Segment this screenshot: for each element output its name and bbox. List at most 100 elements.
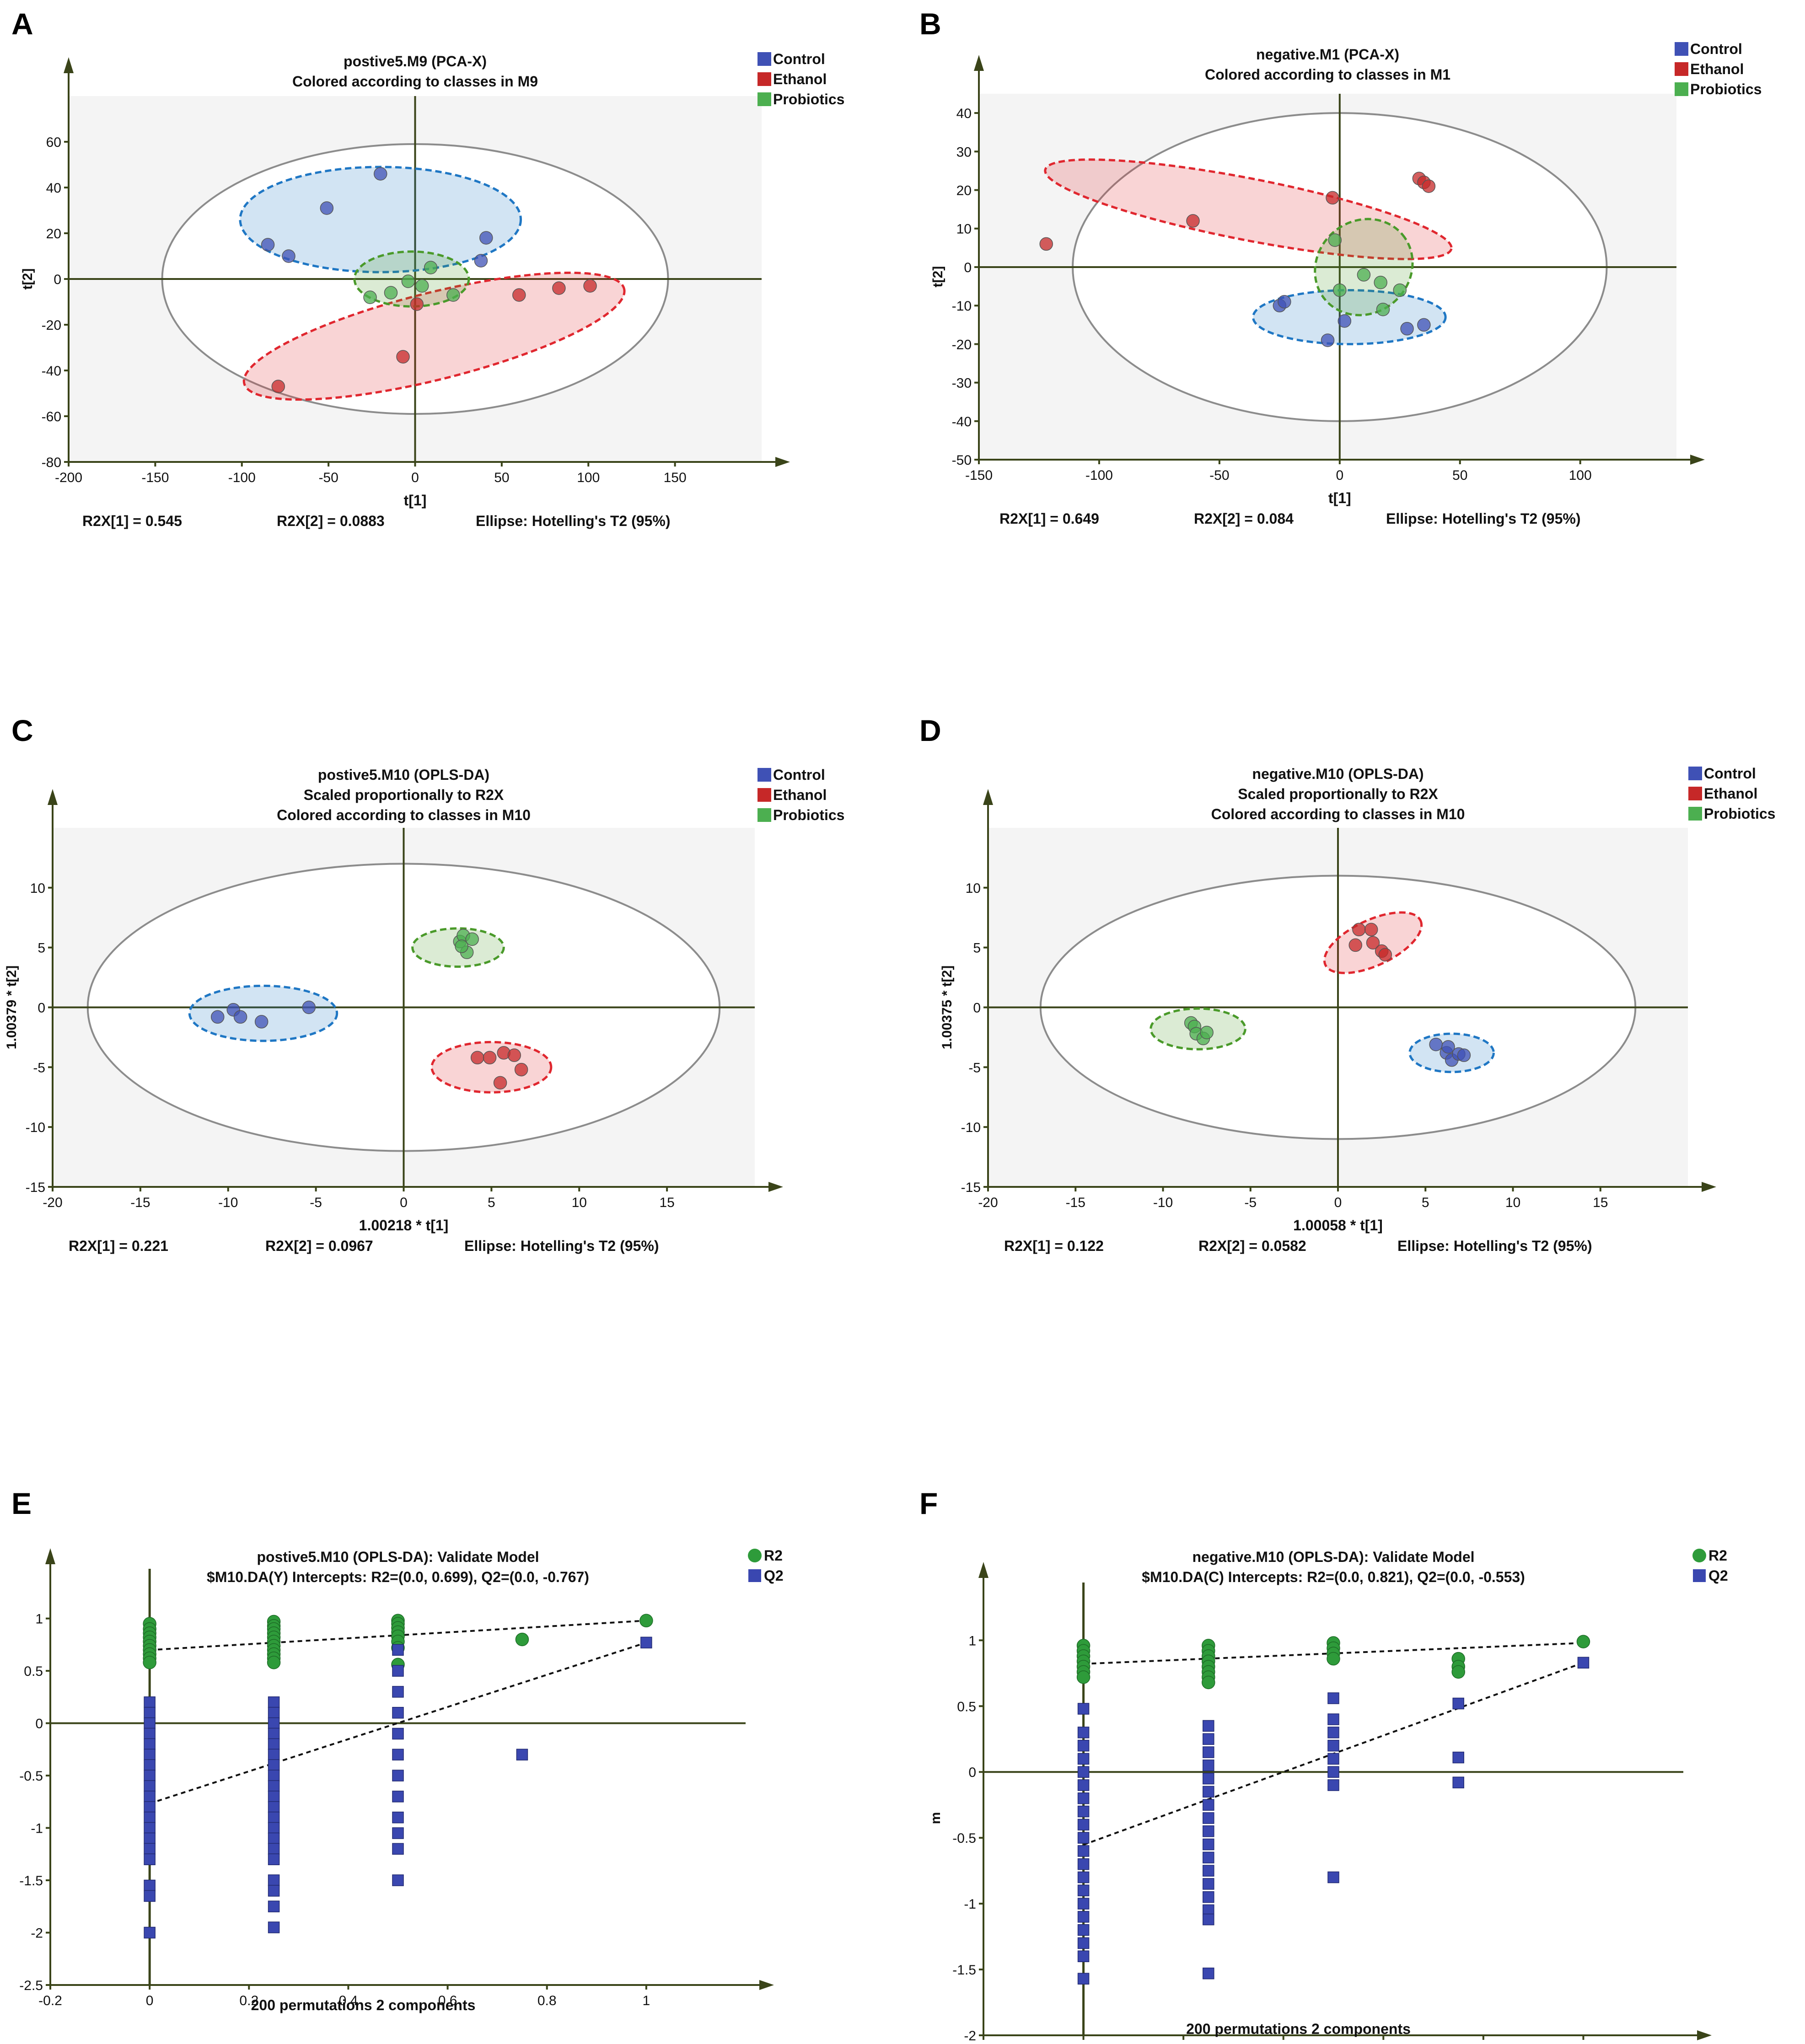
data-point-probiotics — [455, 939, 468, 953]
q2-point — [268, 1885, 280, 1897]
y-tick-label: -10 — [26, 1120, 45, 1135]
y-tick-label: -10 — [961, 1120, 981, 1135]
y-axis-label: 1.00375 * t[2] — [940, 966, 955, 1049]
q2-point — [1077, 1805, 1090, 1818]
y-tick-label: -1.5 — [952, 1963, 976, 1978]
chart-title-line: negative.M1 (PCA-X) — [1256, 46, 1399, 63]
data-point-control — [261, 238, 275, 252]
q2-point — [1203, 1786, 1214, 1798]
data-point-control — [374, 167, 387, 181]
q2-point — [1327, 1739, 1339, 1752]
y-tick-label: 30 — [956, 145, 972, 160]
q2-point — [392, 1706, 404, 1719]
q2-point — [268, 1921, 280, 1933]
y-tick-label: -80 — [42, 455, 61, 470]
x-axis-arrow — [1697, 2030, 1712, 2040]
data-point-probiotics — [465, 932, 479, 946]
class-ellipse-ethanol — [242, 271, 626, 401]
y-axis-arrow — [978, 1562, 988, 1578]
q2-point — [144, 1696, 156, 1708]
footer-stat: R2X[2] = 0.0883 — [277, 513, 385, 529]
q2-point — [1327, 1779, 1339, 1791]
legend-swatch-ethanol — [757, 72, 771, 86]
q2-point — [640, 1636, 652, 1649]
q2-point — [1203, 1733, 1214, 1745]
q2-point — [268, 1853, 280, 1866]
q2-point — [1077, 1858, 1090, 1870]
legend-swatch-probiotics — [1675, 82, 1688, 96]
q2-point — [268, 1706, 280, 1719]
y-tick-label: 0 — [35, 1717, 43, 1732]
x-tick-label: 15 — [1593, 1195, 1608, 1210]
y-tick-label: 40 — [46, 181, 61, 196]
x-tick-label: -20 — [978, 1195, 998, 1210]
data-point-control — [320, 201, 334, 215]
data-point-ethanol — [552, 281, 566, 295]
data-point-control — [1417, 318, 1431, 332]
y-tick-label: 0 — [968, 1765, 976, 1780]
legend-marker-q2 — [1693, 1569, 1706, 1582]
y-axis-arrow — [983, 789, 993, 805]
legend-label: Probiotics — [773, 91, 844, 107]
q2-point — [1077, 1871, 1090, 1883]
footer-stat: Ellipse: Hotelling's T2 (95%) — [476, 513, 670, 529]
q2-point — [1577, 1657, 1590, 1669]
data-point-ethanol — [1352, 923, 1366, 937]
legend-marker-r2 — [748, 1549, 762, 1562]
y-tick-label: 60 — [46, 135, 61, 150]
q2-point — [1077, 1727, 1090, 1738]
data-point-ethanol — [1326, 191, 1339, 205]
class-ellipse-control — [188, 984, 338, 1042]
class-ellipse-ethanol — [1044, 158, 1453, 260]
panel-letter: C — [11, 714, 33, 747]
y-axis-label: t[2] — [930, 266, 945, 288]
q2-point — [1077, 1792, 1090, 1804]
y-tick-label: 10 — [966, 881, 981, 896]
q2-point — [1077, 1766, 1090, 1778]
q2-point — [144, 1770, 156, 1781]
x-axis-label: t[1] — [404, 492, 427, 509]
q2-point — [1077, 1898, 1090, 1910]
x-tick-label: 5 — [488, 1195, 495, 1210]
q2-point — [268, 1749, 280, 1761]
x-axis-label: t[1] — [1328, 490, 1351, 506]
q2-point — [1203, 1967, 1214, 1980]
data-point-ethanol — [410, 297, 424, 311]
data-point-control — [474, 254, 488, 268]
y-tick-label: -2 — [31, 1926, 43, 1941]
data-point-control — [210, 1010, 225, 1024]
x-tick-label: 50 — [1452, 468, 1467, 483]
footer-stat: R2X[2] = 0.084 — [1194, 510, 1294, 527]
x-axis-label: 1.00058 * t[1] — [1293, 1217, 1383, 1234]
q2-point — [1077, 1819, 1090, 1831]
data-point-ethanol — [1378, 948, 1392, 962]
q2-point — [1203, 1891, 1214, 1903]
x-tick-label: -150 — [965, 468, 993, 483]
chart-title-line: $M10.DA(Y) Intercepts: R2=(0.0, 0.699), … — [207, 1569, 589, 1585]
r2-point — [143, 1656, 156, 1669]
y-tick-label: -1.5 — [19, 1873, 43, 1888]
q2-point — [144, 1843, 156, 1855]
footer-stat: R2X[1] = 0.649 — [999, 510, 1099, 527]
legend-swatch-ethanol — [1675, 62, 1688, 76]
x-axis-arrow — [1702, 1182, 1716, 1192]
y-axis-label: m — [928, 1812, 943, 1824]
x-tick-label: 0.2 — [239, 1993, 258, 2008]
y-tick-label: -50 — [952, 453, 972, 468]
chart-title-line: postive5.M10 (OPLS-DA) — [318, 767, 489, 783]
x-axis-label: 200 permutations 2 components — [1186, 2021, 1411, 2037]
y-axis-arrow — [48, 789, 58, 805]
data-point-ethanol — [507, 1048, 521, 1062]
x-tick-label: -10 — [218, 1195, 238, 1210]
q2-point — [392, 1874, 404, 1886]
chart-title-line: Colored according to classes in M10 — [277, 807, 531, 823]
legend-swatch-ethanol — [1688, 787, 1702, 800]
x-axis-label: 200 permutations 2 components — [251, 1997, 476, 2013]
data-point-control — [254, 1015, 269, 1029]
data-point-control — [1278, 295, 1291, 309]
data-point-probiotics — [415, 279, 429, 293]
q2-point — [1077, 1703, 1090, 1715]
